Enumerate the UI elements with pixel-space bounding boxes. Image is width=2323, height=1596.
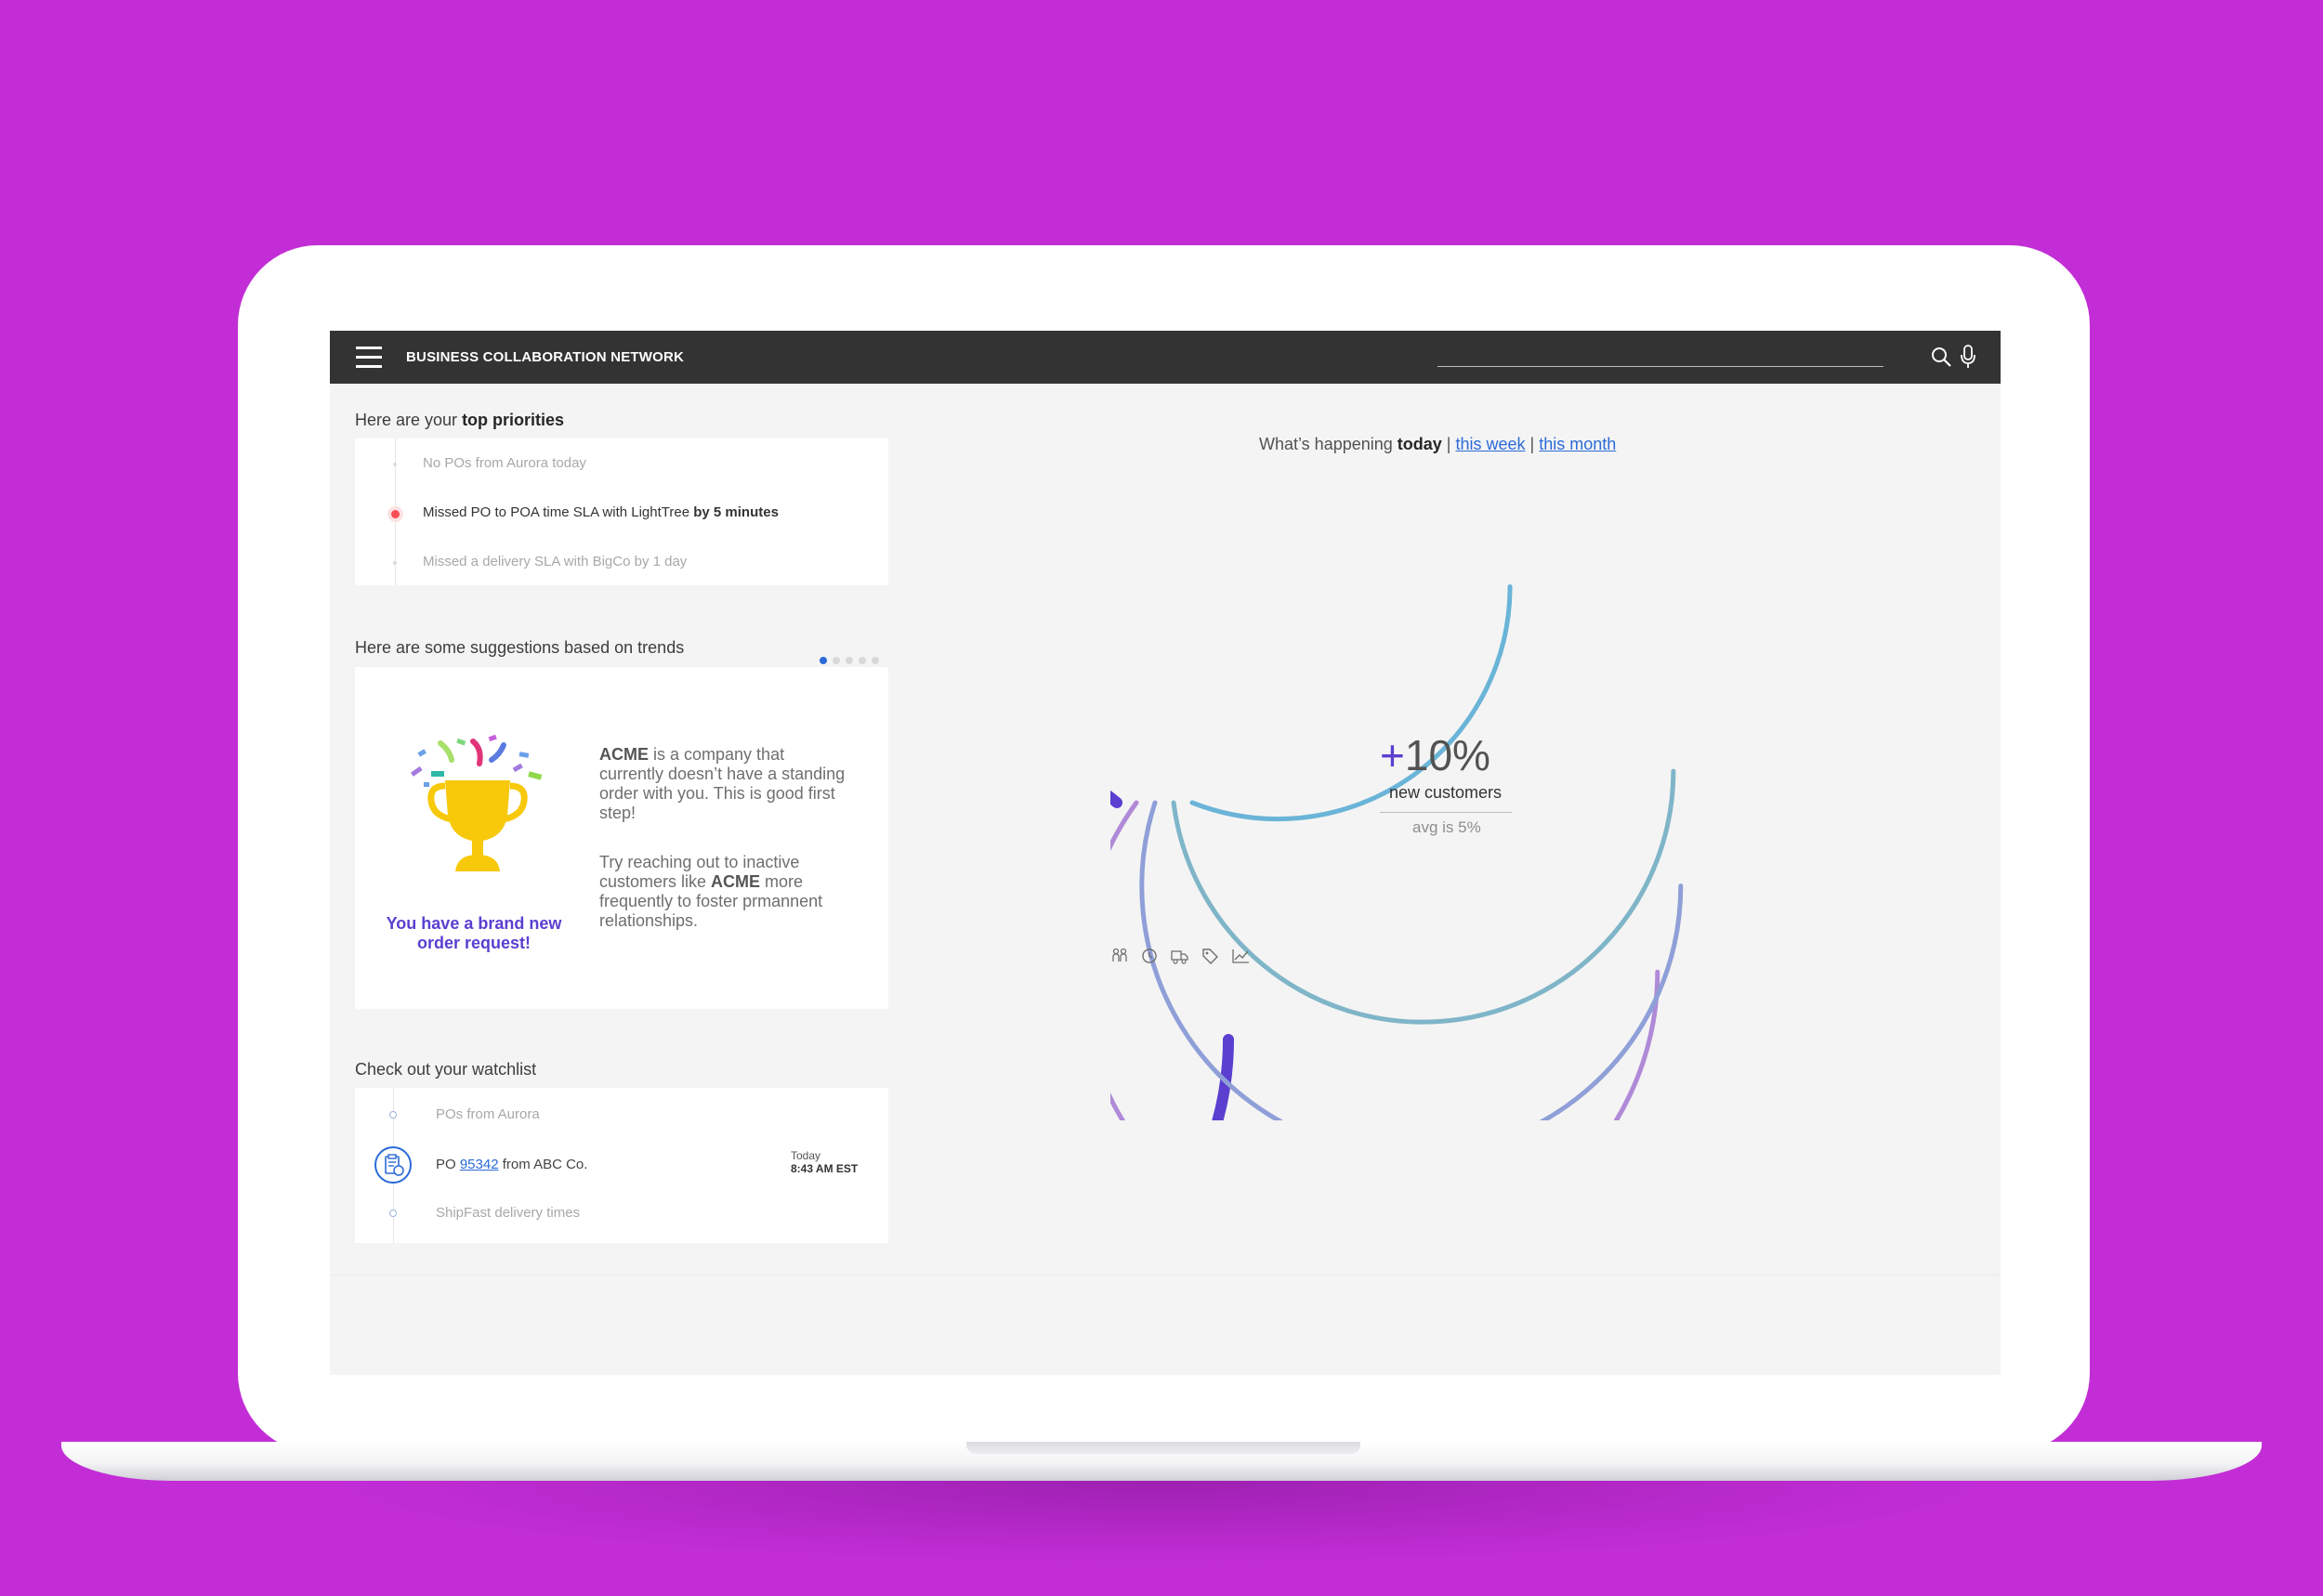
ring-truck: [1139, 800, 1684, 1120]
timeline-dot: [389, 1210, 397, 1217]
pager-dot[interactable]: [846, 657, 853, 664]
trophy-icon: [410, 734, 543, 871]
filter-today[interactable]: today: [1397, 435, 1442, 453]
suggestion-paragraph-1: ACME is a company that currently doesn’t…: [599, 745, 846, 822]
stat-value: +10%: [1380, 731, 1490, 779]
microphone-icon[interactable]: [1960, 345, 1976, 369]
ring-people: [1110, 790, 1235, 1120]
suggestions-heading: Here are some suggestions based on trend…: [355, 638, 685, 657]
laptop-shadow: [325, 1481, 1998, 1564]
ring-clock: [1110, 800, 1660, 1120]
pager-dot[interactable]: [872, 657, 879, 664]
radial-progress-chart: [1110, 584, 1684, 1120]
ring-trend: [1189, 584, 1513, 822]
filter-this-month[interactable]: this month: [1539, 435, 1617, 453]
app-screen: BUSINESS COLLABORATION NETWORK Here are …: [330, 331, 2001, 1375]
timeline-dot: [393, 463, 397, 466]
carousel-pager[interactable]: [820, 652, 885, 669]
laptop-notch: [966, 1442, 1360, 1454]
suggestion-paragraph-2: Try reaching out to inactive customers l…: [599, 853, 823, 930]
stat-average: avg is 5%: [1412, 818, 1481, 836]
search-input[interactable]: [1437, 366, 1883, 367]
top-navigation-bar: BUSINESS COLLABORATION NETWORK: [330, 331, 2001, 384]
pager-dot[interactable]: [833, 657, 840, 664]
filter-this-week[interactable]: this week: [1455, 435, 1526, 453]
po-number-link[interactable]: 95342: [459, 1157, 499, 1172]
timeline-dot: [389, 1111, 397, 1119]
pager-dot[interactable]: [859, 657, 866, 664]
ring-tag: [1171, 768, 1676, 1025]
people-icon: [1112, 948, 1127, 962]
hamburger-menu-icon[interactable]: [356, 347, 382, 368]
priorities-heading: Here are your top priorities: [355, 411, 565, 429]
watchlist-heading: Check out your watchlist: [355, 1060, 537, 1079]
watchlist-card: POs from Aurora PO 95342 from ABC Co. To…: [355, 1088, 888, 1243]
purchase-order-icon: [374, 1146, 412, 1184]
stat-label: new customers: [1389, 783, 1503, 802]
trend-icon: [1232, 949, 1249, 963]
app-title: BUSINESS COLLABORATION NETWORK: [406, 349, 685, 365]
timestamp-label: Today: [791, 1149, 821, 1162]
suggestion-card: You have a brand new order request! ACME…: [355, 667, 888, 1009]
truck-icon: [1171, 950, 1188, 964]
alert-dot-icon: [391, 510, 400, 518]
watchlist-item-po[interactable]: PO 95342 from ABC Co.: [355, 1144, 888, 1190]
timestamp-time: 8:43 AM EST: [791, 1162, 859, 1175]
timeline-dot: [393, 561, 397, 565]
search-icon[interactable]: [1930, 346, 1952, 368]
time-filter: What’s happening today | this week | thi…: [1259, 435, 1617, 453]
clock-icon: [1142, 948, 1157, 963]
trophy-caption: You have a brand new order request!: [386, 914, 562, 952]
pager-dot-active[interactable]: [820, 657, 827, 664]
tag-icon: [1202, 948, 1218, 964]
stat-divider: [1380, 812, 1512, 813]
priorities-card: No POs from Aurora today Missed PO to PO…: [355, 438, 888, 585]
